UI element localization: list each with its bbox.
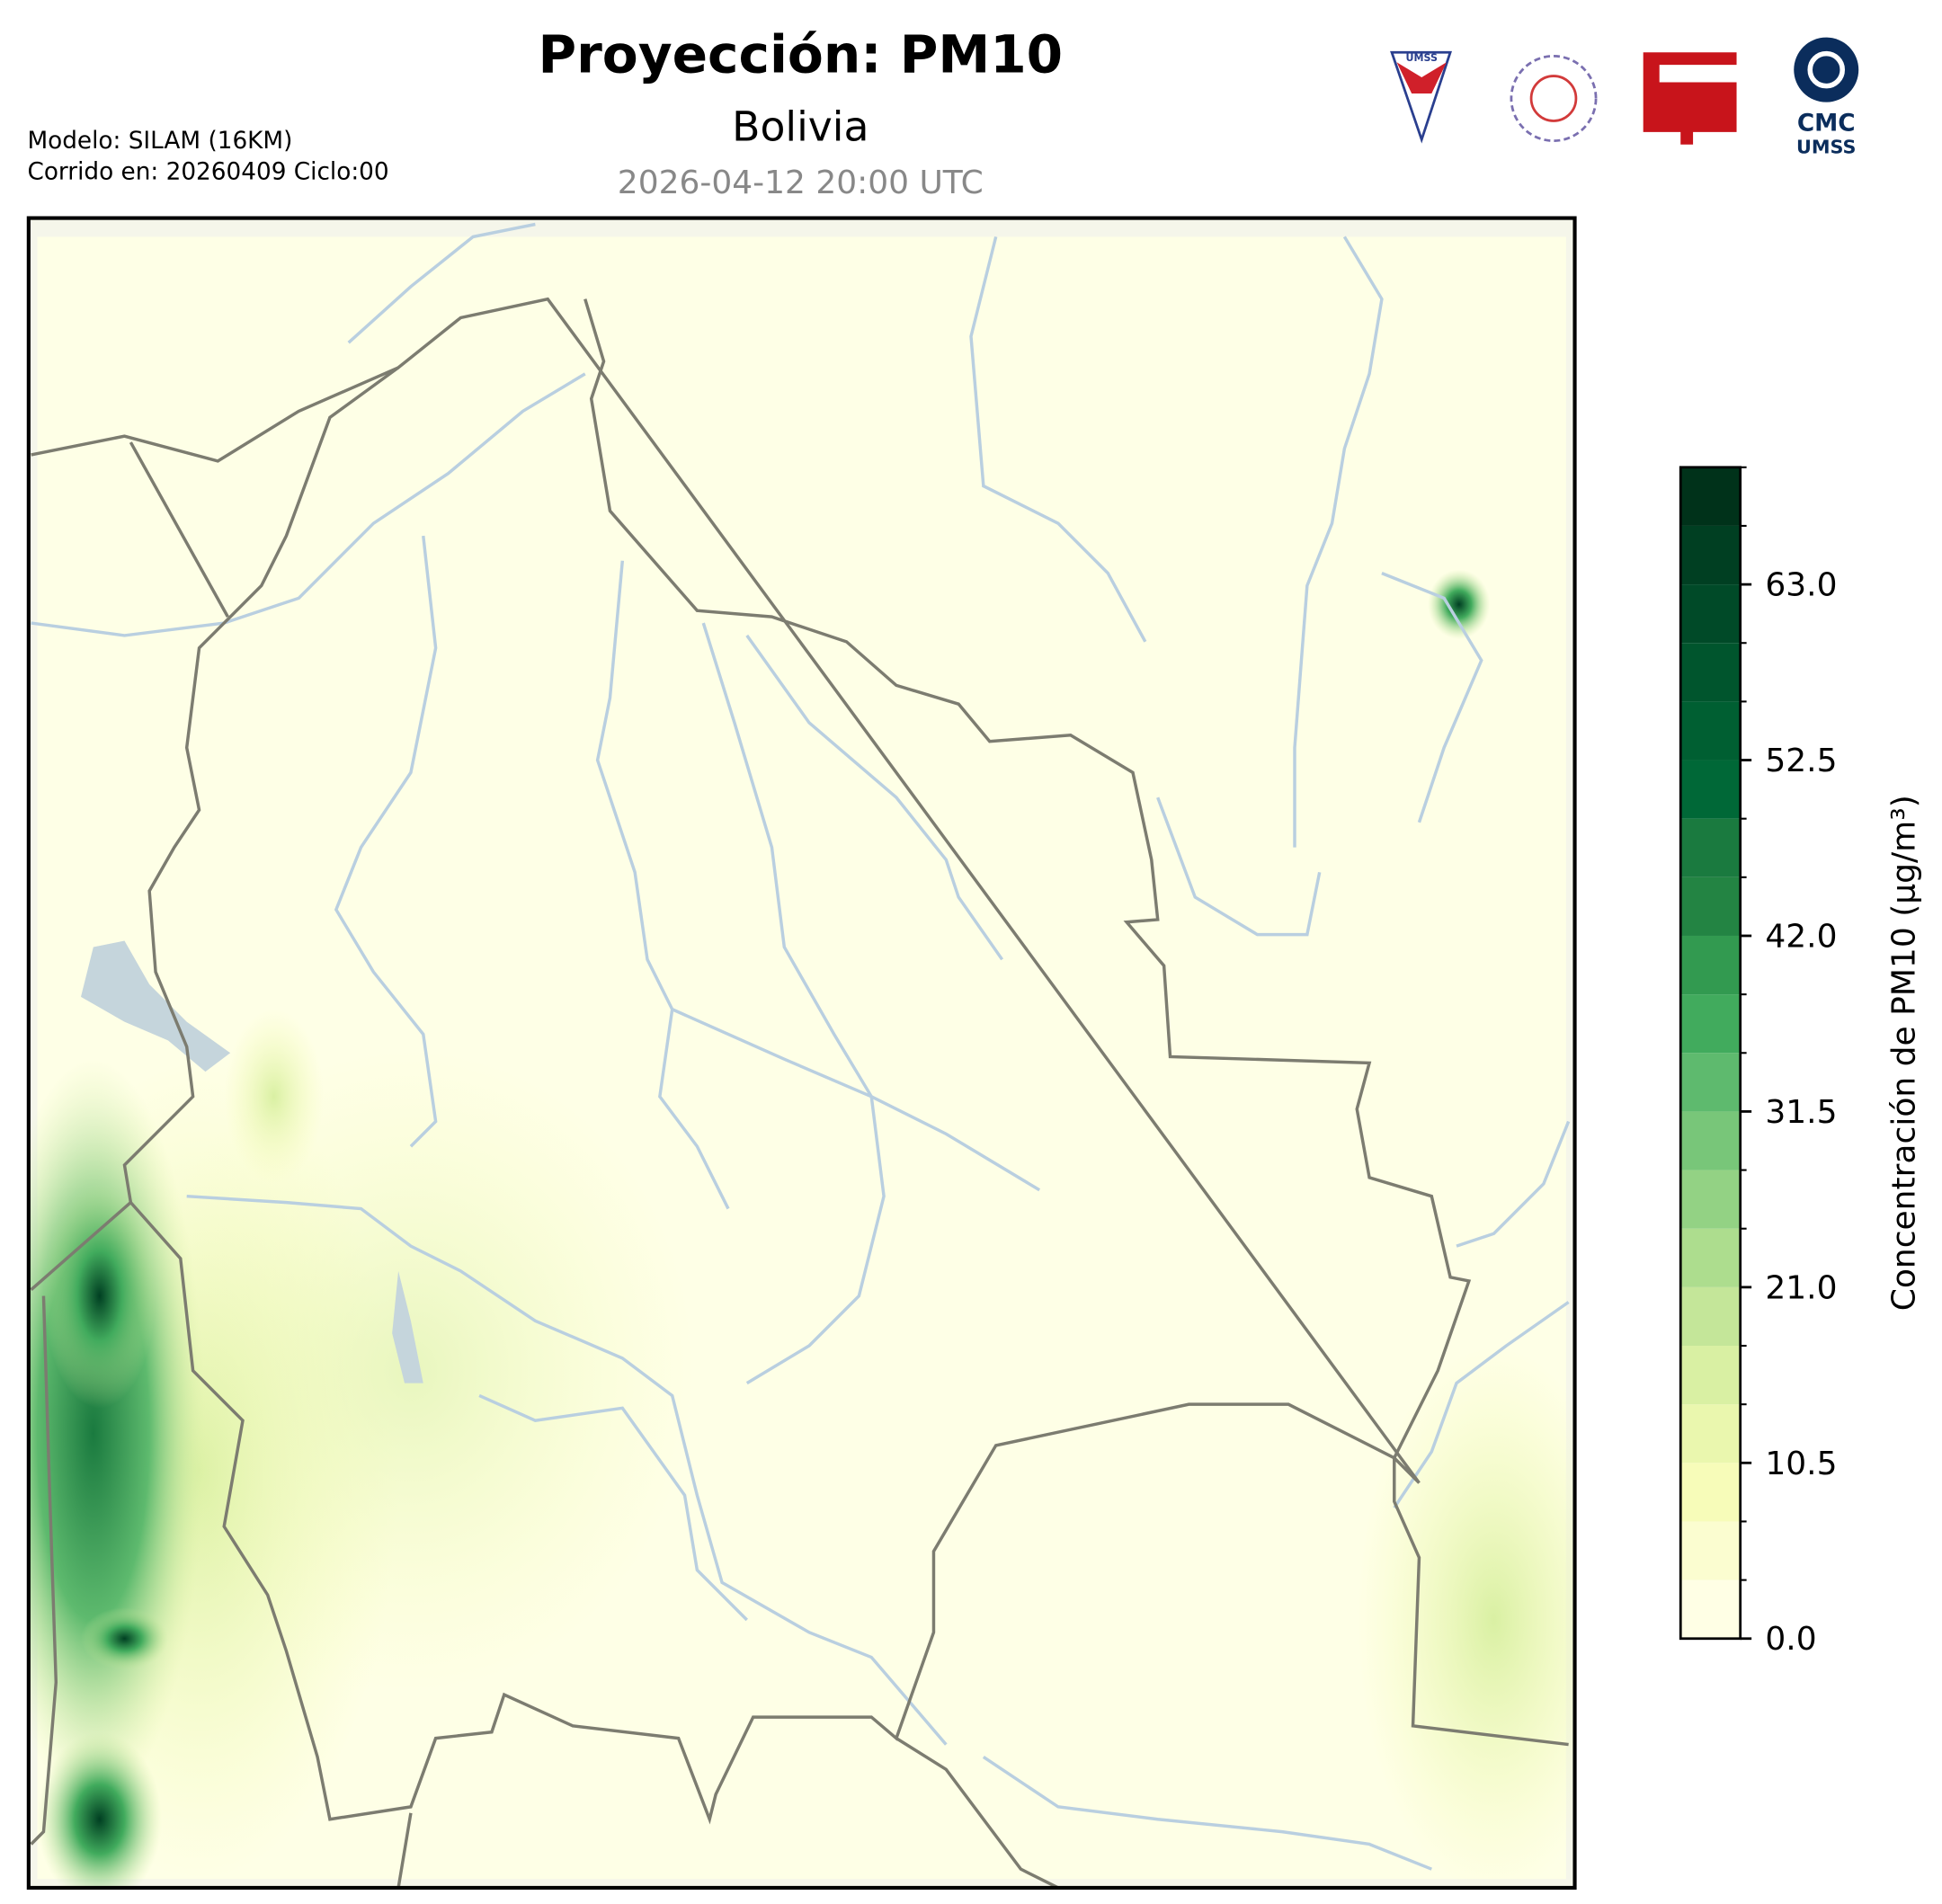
pm-area — [1357, 1346, 1575, 1888]
colorbar-segment — [1680, 1579, 1741, 1639]
colorbar-segment — [1680, 701, 1741, 761]
map — [28, 218, 1575, 1888]
lake-poopo — [392, 1270, 423, 1384]
map-frame — [26, 216, 1577, 1891]
pm-area — [43, 1183, 156, 1409]
colorbar-tick-label: 63.0 — [1765, 567, 1837, 604]
colorbar-segment — [1680, 1111, 1741, 1170]
colorbar-segment — [1680, 1170, 1741, 1229]
logo-fisica-inner — [1529, 75, 1578, 122]
colorbar-segment — [1680, 760, 1741, 819]
colorbar-segment — [1680, 643, 1741, 702]
logo-cmc — [1794, 37, 1859, 102]
colorbar-frame — [1679, 466, 1742, 1641]
rivers — [31, 222, 1571, 1871]
logo-cmc-sub: UMSS — [1796, 136, 1856, 157]
logo-umss-text: UMSS — [1405, 52, 1437, 64]
colorbar-segment — [1680, 584, 1741, 644]
colorbar-segment — [1680, 1521, 1741, 1580]
colorbar-segment — [1680, 1463, 1741, 1522]
colorbar-tick-label: 31.5 — [1765, 1094, 1837, 1131]
logo-fisica — [1510, 54, 1598, 143]
colorbar-tick-label: 42.0 — [1765, 918, 1837, 955]
borders — [30, 297, 1569, 1888]
colorbar-segment — [1680, 525, 1741, 585]
colorbar-label: Concentración de PM10 (µg/m³) — [1886, 795, 1923, 1311]
colorbar-segment — [1680, 935, 1741, 995]
colorbar-tick-label: 52.5 — [1765, 743, 1837, 779]
logo-cmc-ring — [1807, 50, 1845, 89]
lake-titicaca — [81, 940, 231, 1072]
colorbar-tick-label: 0.0 — [1765, 1621, 1816, 1658]
colorbar-segment — [1680, 1286, 1741, 1347]
colorbar-segment — [1680, 1346, 1741, 1405]
logo-red — [1643, 52, 1737, 145]
colorbar-segment — [1680, 1228, 1741, 1287]
colorbar-tick-label: 21.0 — [1765, 1269, 1837, 1306]
colorbar: 0.0 10.5 21.0 31.5 42.0 52.5 63.0 — [1679, 466, 1837, 1658]
title: Proyección: PM10 — [538, 23, 1063, 85]
colorbar-segment — [1680, 1404, 1741, 1464]
colorbar-segment — [1680, 818, 1741, 877]
colorbar-segment — [1680, 876, 1741, 936]
pm-area — [224, 1009, 324, 1184]
colorbar-segment — [1680, 994, 1741, 1054]
model-info: Modelo: SILAM (16KM) — [27, 128, 292, 155]
date: 2026-04-12 20:00 UTC — [618, 165, 984, 201]
colorbar-tick-label: 10.5 — [1765, 1446, 1837, 1482]
logos: UMSS CMC UMSS — [1390, 37, 1859, 157]
logo-umss-red — [1396, 62, 1447, 93]
colorbar-segment — [1680, 1053, 1741, 1112]
pm-area — [1428, 569, 1491, 640]
subtitle: Bolivia — [732, 103, 869, 151]
logo-cmc-text: CMC — [1797, 111, 1856, 138]
pm-area — [81, 1607, 168, 1670]
pm-area — [37, 1731, 162, 1888]
colorbar-segment — [1680, 467, 1741, 526]
run-info: Corrido en: 20260409 Ciclo:00 — [27, 159, 388, 186]
